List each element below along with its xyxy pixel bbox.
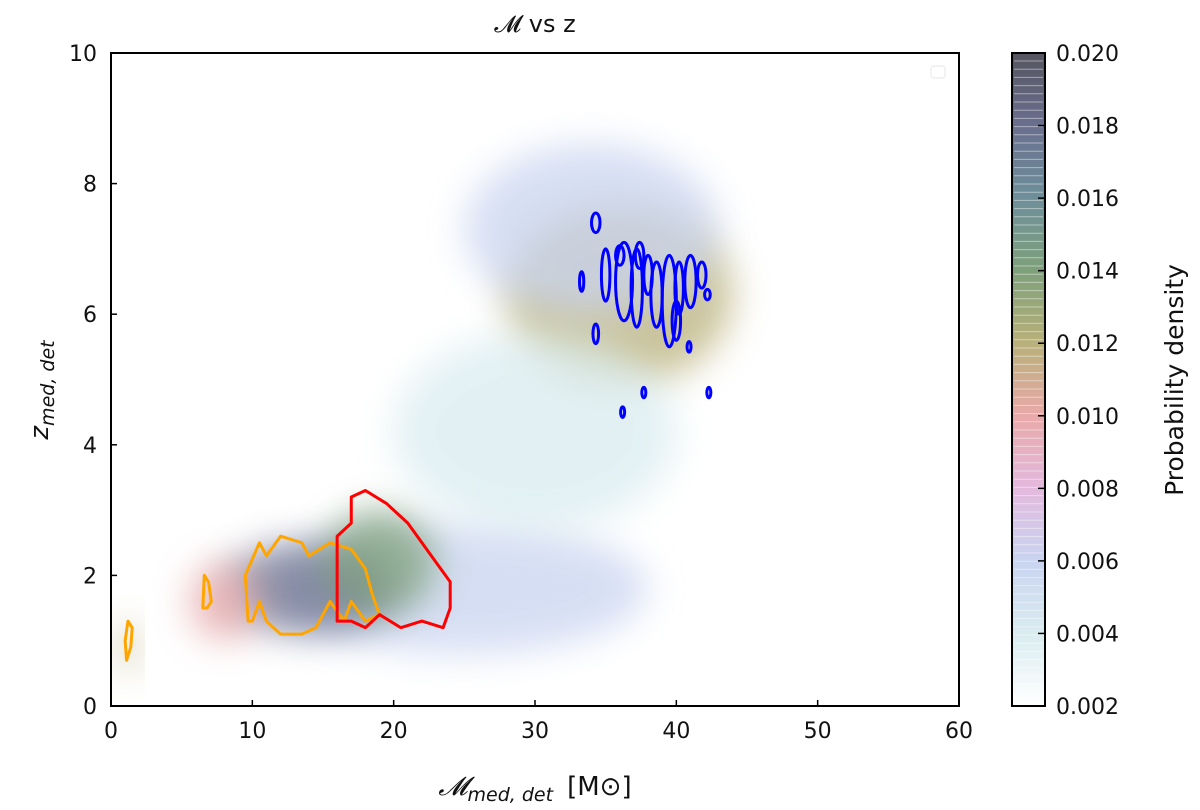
blue-contour-14 (578, 270, 586, 293)
contour-1 (201, 573, 213, 610)
x-tick-label: 20 (380, 719, 408, 744)
blue-contour-8 (683, 253, 698, 310)
blue-contour-1 (599, 247, 612, 303)
y-tick-label: 2 (83, 564, 97, 589)
density-region-7 (393, 333, 677, 530)
y-tick-label: 6 (83, 303, 97, 328)
colorbar-tick-label: 0.010 (1056, 405, 1119, 430)
empty-legend-box (930, 65, 946, 79)
colorbar (1011, 52, 1046, 707)
blue-contour-19 (685, 340, 693, 354)
contour-0 (123, 619, 134, 662)
x-tick-label: 60 (945, 719, 973, 744)
x-axis-ticks: 0 10 20 30 40 50 60 (104, 700, 973, 744)
blue-contour-12 (670, 299, 683, 342)
blue-contour-0 (590, 211, 602, 235)
colorbar-ticks: 0.002 0.004 0.006 0.008 0.010 0.012 0.014 0.016… (1038, 42, 1119, 720)
x-tick-label: 10 (238, 719, 266, 744)
colorbar-tick-label: 0.006 (1056, 550, 1119, 575)
y-axis-label: zmed, det (25, 339, 59, 441)
density-region-3 (188, 562, 260, 641)
colorbar-tick-label: 0.016 (1056, 187, 1119, 212)
blue-contour-15 (619, 405, 627, 419)
colorbar-tick-label: 0.012 (1056, 332, 1119, 357)
y-axis-ticks: 0 2 4 6 8 10 (69, 42, 117, 720)
colorbar-tick-label: 0.014 (1056, 260, 1119, 285)
x-tick-label: 0 (104, 719, 118, 744)
colorbar-tick-label: 0.020 (1056, 42, 1119, 67)
x-axis-label: 𝓜med, det [M⊙] (438, 772, 631, 806)
x-tick-label: 40 (662, 719, 690, 744)
y-tick-label: 8 (83, 173, 97, 198)
x-tick-label: 50 (804, 719, 832, 744)
colorbar-tick-label: 0.002 (1056, 695, 1119, 720)
blue-contour-16 (640, 385, 648, 400)
density-region-2 (323, 510, 437, 615)
colorbar-tick-label: 0.018 (1056, 115, 1119, 140)
colorbar-stripes (1014, 60, 1043, 702)
colorbar-tick-label: 0.004 (1056, 622, 1119, 647)
y-tick-label: 0 (83, 695, 97, 720)
y-tick-label: 10 (69, 42, 97, 67)
colorbar-label: Probability density (1160, 264, 1189, 496)
blue-contour-11 (633, 240, 646, 270)
y-tick-label: 4 (83, 434, 97, 459)
contour-3 (335, 489, 452, 630)
chart-title: 𝓜 vs z (494, 10, 575, 38)
blue-contour-9 (696, 260, 708, 290)
blue-contour-18 (703, 287, 712, 302)
blue-contour-17 (705, 385, 713, 400)
contour-layer (123, 211, 713, 662)
x-tick-label: 30 (521, 719, 549, 744)
colorbar-tick-label: 0.008 (1056, 477, 1119, 502)
blue-contour-13 (591, 322, 601, 346)
blue-contour-10 (614, 244, 626, 267)
